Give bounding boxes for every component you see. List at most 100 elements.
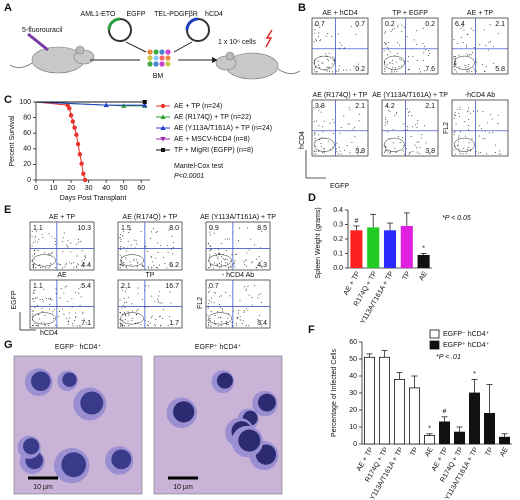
flow-event bbox=[332, 56, 334, 58]
flow-event bbox=[34, 322, 36, 324]
flow-contour bbox=[453, 137, 475, 152]
plasmid-label: AML1-ETO bbox=[81, 11, 116, 18]
flow-event bbox=[477, 152, 479, 154]
panel-label: D bbox=[308, 192, 316, 204]
dose-label: 1 x 10⁶ cells bbox=[218, 39, 256, 46]
flow-event bbox=[160, 245, 162, 247]
flow-event bbox=[399, 58, 401, 60]
significance-mark: * bbox=[422, 245, 425, 252]
flow-event bbox=[467, 111, 469, 113]
flow-frame bbox=[451, 99, 509, 157]
cell-nucleus bbox=[80, 391, 104, 415]
quadrant-value: 5.8 bbox=[495, 66, 505, 73]
flow-event bbox=[33, 292, 35, 294]
flow-event bbox=[169, 316, 171, 318]
flow-event bbox=[394, 71, 396, 73]
flow-event bbox=[491, 118, 493, 120]
flow-contour bbox=[32, 312, 56, 325]
flow-event bbox=[84, 255, 86, 257]
flow-event bbox=[453, 117, 455, 119]
flow-event bbox=[386, 64, 388, 66]
flow-event bbox=[488, 41, 490, 43]
panel-label: A bbox=[4, 2, 12, 14]
flow-event bbox=[159, 302, 161, 304]
quadrant-value: 8.5 bbox=[257, 225, 267, 232]
marrow-cell bbox=[159, 61, 165, 67]
flow-event bbox=[332, 146, 334, 148]
flow-event bbox=[155, 231, 157, 233]
flow-event bbox=[236, 317, 238, 319]
flow-event bbox=[34, 250, 36, 252]
y-tick-label: 0.1 bbox=[333, 250, 343, 257]
flow-title: AE + TP bbox=[467, 10, 493, 17]
flow-event bbox=[346, 144, 348, 146]
flow-event bbox=[209, 254, 211, 256]
cell-nucleus bbox=[31, 371, 51, 391]
marrow-cell bbox=[147, 55, 153, 61]
flow-event bbox=[384, 151, 386, 153]
y-axis-label: Spleen Weight (grams) bbox=[315, 207, 322, 278]
flow-event bbox=[387, 54, 389, 56]
flow-event bbox=[416, 44, 418, 46]
flow-event bbox=[229, 260, 231, 262]
flow-event bbox=[209, 322, 211, 324]
bar bbox=[468, 392, 480, 445]
flow-event bbox=[83, 263, 85, 265]
flow-event bbox=[155, 257, 157, 259]
y-tick-label: 0.3 bbox=[333, 221, 343, 228]
flow-event bbox=[127, 240, 129, 242]
axis-label: FL2 bbox=[443, 122, 450, 134]
y-tick-label: 40 bbox=[23, 146, 31, 153]
flow-event bbox=[457, 141, 459, 143]
flow-event bbox=[422, 43, 424, 45]
flow-event bbox=[390, 30, 392, 32]
flow-event bbox=[418, 141, 420, 143]
flow-event bbox=[210, 246, 212, 248]
flow-event bbox=[55, 288, 57, 290]
flow-event bbox=[214, 253, 216, 255]
flow-event bbox=[134, 322, 136, 324]
flow-event bbox=[49, 303, 51, 305]
flow-event bbox=[142, 265, 144, 267]
flow-event bbox=[35, 230, 37, 232]
mouse-ear bbox=[75, 45, 85, 55]
flow-event bbox=[468, 118, 470, 120]
flow-event bbox=[136, 266, 138, 268]
marrow-cell bbox=[153, 55, 159, 61]
flow-event bbox=[64, 266, 66, 268]
flow-event bbox=[85, 257, 87, 259]
flow-event bbox=[455, 123, 457, 125]
flow-event bbox=[465, 46, 467, 48]
flow-event bbox=[80, 296, 82, 298]
flow-event bbox=[64, 286, 66, 288]
flow-event bbox=[328, 71, 330, 73]
x-tick-label: AE bbox=[424, 446, 435, 458]
flow-event bbox=[208, 291, 210, 293]
flow-event bbox=[60, 288, 62, 290]
legend-marker bbox=[161, 148, 165, 152]
flow-event bbox=[67, 240, 69, 242]
flow-event bbox=[154, 325, 156, 327]
flow-event bbox=[120, 324, 122, 326]
flow-event bbox=[356, 26, 358, 28]
flow-event bbox=[209, 290, 211, 292]
flow-event bbox=[338, 146, 340, 148]
flow-event bbox=[385, 31, 387, 33]
cell-nucleus bbox=[258, 393, 276, 412]
flow-event bbox=[453, 55, 455, 57]
flow-event bbox=[243, 312, 245, 314]
flow-event bbox=[464, 65, 466, 67]
flow-event bbox=[395, 113, 397, 115]
marker bbox=[82, 177, 88, 183]
flow-event bbox=[248, 249, 250, 251]
plasmid-label: EGFP bbox=[126, 11, 145, 18]
flow-event bbox=[406, 108, 408, 110]
marker bbox=[67, 106, 72, 111]
bar bbox=[383, 230, 397, 268]
flow-event bbox=[122, 235, 124, 237]
flow-event bbox=[405, 148, 407, 150]
flow-event bbox=[166, 244, 168, 246]
flow-event bbox=[469, 112, 471, 114]
flow-event bbox=[221, 261, 223, 263]
flow-event bbox=[331, 36, 333, 38]
